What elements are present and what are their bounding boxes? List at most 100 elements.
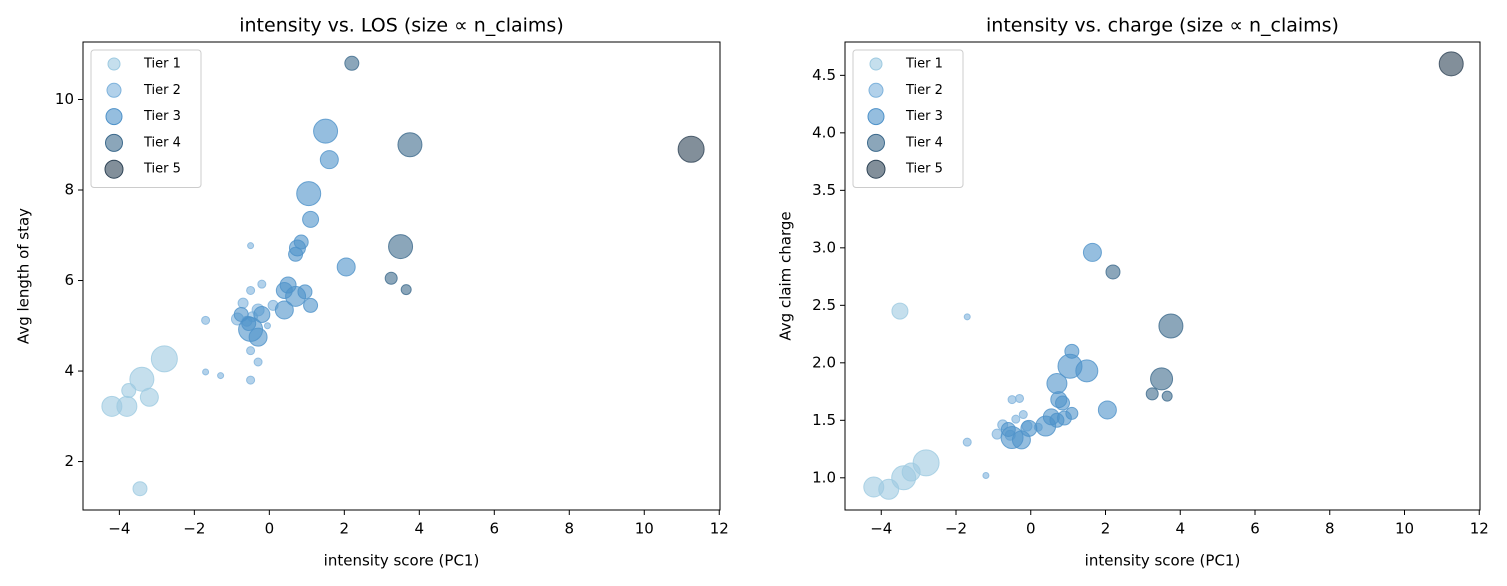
axes-frame <box>844 41 1481 511</box>
point <box>257 279 267 289</box>
point <box>1082 242 1102 262</box>
y-tick-label: 3.5 <box>812 181 836 199</box>
legend-label: Tier 3 <box>143 109 181 124</box>
legend-label: Tier 2 <box>143 83 181 98</box>
point <box>253 357 263 367</box>
point <box>302 210 320 228</box>
point <box>344 55 360 71</box>
legend-marker <box>105 133 123 152</box>
point <box>963 313 971 321</box>
x-tick-label: 2 <box>1101 520 1111 538</box>
legend-label: Tier 4 <box>143 135 181 150</box>
point <box>1145 387 1159 401</box>
x-tick-label: −4 <box>108 520 130 538</box>
point <box>1065 406 1079 420</box>
y-tick-label: 4 <box>64 362 74 380</box>
y-tick-label: 2.0 <box>812 353 836 371</box>
point <box>217 372 225 380</box>
x-tick-label: 8 <box>1325 520 1335 538</box>
point <box>1161 390 1173 402</box>
point <box>248 327 268 347</box>
chart-title: intensity vs. LOS (size ∝ n_claims) <box>239 15 564 37</box>
point <box>397 132 423 158</box>
y-tick-label: 10 <box>55 90 74 108</box>
point <box>132 481 148 497</box>
point <box>677 135 705 163</box>
legend-label: Tier 1 <box>905 57 943 72</box>
point <box>129 366 155 392</box>
point <box>982 472 990 480</box>
legend-label: Tier 5 <box>905 162 943 177</box>
point <box>263 322 271 330</box>
x-axis-label: intensity score (PC1) <box>1085 552 1241 570</box>
legend-label: Tier 5 <box>143 162 181 177</box>
point <box>1007 395 1017 405</box>
point <box>1018 410 1028 420</box>
plot: intensity vs. charge (size ∝ n_claims) −4… <box>777 15 1489 570</box>
point <box>1075 359 1099 383</box>
y-tick-label: 1.5 <box>812 411 836 429</box>
point <box>400 284 412 296</box>
y-tick-label: 3.0 <box>812 238 836 256</box>
point <box>891 302 909 320</box>
legend-label: Tier 3 <box>905 109 943 124</box>
legend-marker <box>868 82 884 98</box>
legend-label: Tier 4 <box>905 135 943 150</box>
legend-marker <box>105 108 123 126</box>
x-tick-label: 4 <box>415 520 425 538</box>
legend-marker <box>869 57 883 71</box>
y-axis-label: Avg length of stay <box>15 208 33 344</box>
point <box>121 383 137 399</box>
legend-marker <box>867 108 885 126</box>
point <box>247 242 255 250</box>
y-axis-label: Avg claim charge <box>777 211 795 340</box>
point <box>116 395 138 417</box>
point <box>1097 400 1117 420</box>
x-tick-label: −2 <box>945 520 967 538</box>
x-tick-label: 10 <box>635 520 654 538</box>
x-axis-label: intensity score (PC1) <box>324 552 480 570</box>
y-tick-label: 2.5 <box>812 296 836 314</box>
point <box>139 387 159 407</box>
point <box>201 315 211 325</box>
legend-marker <box>867 133 885 152</box>
point <box>246 375 256 385</box>
point <box>1011 414 1021 424</box>
point <box>336 257 356 277</box>
legend-marker <box>106 82 122 98</box>
point <box>1055 395 1071 411</box>
point <box>313 118 339 144</box>
y-tick-label: 4.5 <box>812 66 836 84</box>
y-tick-label: 1.0 <box>812 468 836 486</box>
point <box>1150 367 1174 391</box>
point <box>1158 313 1184 339</box>
point <box>1064 343 1080 359</box>
point <box>253 305 271 323</box>
axes-frame <box>82 41 721 511</box>
chart-title: intensity vs. charge (size ∝ n_claims) <box>986 15 1339 37</box>
point <box>303 297 319 313</box>
point <box>384 271 398 285</box>
y-tick-label: 6 <box>64 271 74 289</box>
point <box>1015 393 1025 403</box>
point <box>962 437 972 447</box>
point <box>237 297 249 309</box>
point <box>241 316 257 332</box>
point <box>202 368 210 376</box>
x-tick-label: 0 <box>265 520 275 538</box>
point <box>246 346 256 356</box>
point <box>296 181 322 207</box>
point <box>297 284 313 300</box>
point <box>293 234 309 250</box>
point <box>1020 419 1038 437</box>
x-tick-label: 12 <box>710 520 729 538</box>
x-tick-label: −4 <box>870 520 892 538</box>
x-tick-label: −2 <box>183 520 205 538</box>
plot: intensity vs. LOS (size ∝ n_claims) −4 −2 0… <box>15 15 729 570</box>
x-tick-label: 0 <box>1026 520 1036 538</box>
legend-marker <box>107 57 121 71</box>
x-tick-label: 8 <box>565 520 575 538</box>
x-tick-label: 4 <box>1175 520 1185 538</box>
